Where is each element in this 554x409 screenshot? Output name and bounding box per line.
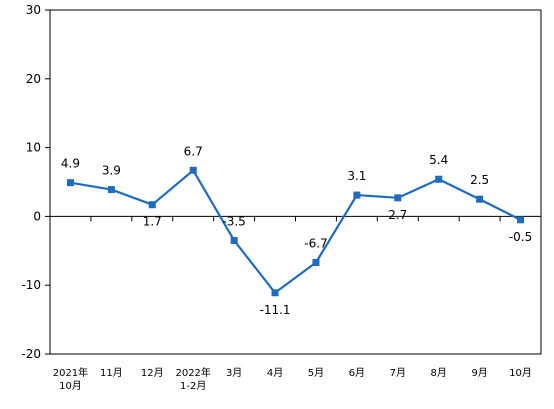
data-point-marker: [394, 194, 402, 202]
data-point-marker: [435, 175, 443, 183]
data-label: 4.9: [61, 157, 80, 171]
data-point-marker: [189, 166, 197, 174]
x-tick-label: 8月: [431, 367, 447, 379]
data-labels: 4.9 3.9 1.7 6.7 -3.5 -11.1 -6.7 3.1 2.7 5.4 2.5 -0.…: [61, 144, 532, 316]
x-tick-label: 2021年 10月: [53, 366, 88, 392]
data-label: -0.5: [509, 230, 532, 244]
y-tick-label: 30: [26, 3, 41, 17]
x-tick-label: 10月: [509, 367, 532, 379]
x-axis-ticks: 2021年 10月 11月 12月 2022年 1-2月 3月 4月 5月 6月 7月 8月 9月 10月: [49, 216, 542, 392]
data-point-marker: [476, 195, 484, 203]
data-label: 5.4: [429, 153, 448, 167]
data-point-marker: [230, 236, 238, 244]
data-point-marker: [271, 289, 279, 297]
x-tick-label: 4月: [267, 367, 283, 379]
data-label: 3.1: [347, 169, 366, 183]
x-tick-label: 2022年 1-2月: [175, 366, 210, 392]
data-label: -6.7: [304, 236, 327, 250]
data-label: 2.7: [388, 208, 407, 222]
data-point-marker: [107, 186, 115, 194]
x-tick-label: 5月: [308, 367, 324, 379]
data-point-marker: [517, 216, 525, 224]
y-tick-label: 20: [26, 72, 41, 86]
data-point-marker: [148, 201, 156, 209]
data-label: 3.9: [102, 164, 121, 178]
data-label: 2.5: [470, 173, 489, 187]
y-tick-label: -20: [21, 347, 41, 361]
chart-axes: [49, 9, 542, 355]
x-tick-label: 6月: [349, 367, 365, 379]
y-axis-ticks: 30 20 10 0 -10 -20: [21, 3, 50, 361]
y-tick-label: 10: [26, 141, 41, 155]
data-label: 6.7: [184, 144, 203, 158]
data-point-marker: [353, 191, 361, 199]
x-tick-label: 12月: [141, 367, 164, 379]
x-tick-label: 3月: [226, 367, 242, 379]
data-point-marker: [66, 179, 74, 187]
y-tick-label: 0: [33, 209, 41, 223]
y-tick-label: -10: [21, 278, 41, 292]
plot-frame: [49, 9, 542, 355]
series-line: [70, 169, 522, 294]
x-tick-label: 11月: [100, 367, 123, 379]
data-point-marker: [312, 258, 320, 266]
x-tick-label: 7月: [390, 367, 406, 379]
x-tick-label: 9月: [471, 367, 487, 379]
data-label: -3.5: [222, 214, 245, 228]
data-label: 1.7: [143, 215, 162, 229]
data-label: -11.1: [260, 303, 291, 317]
series-layer: [66, 166, 525, 297]
